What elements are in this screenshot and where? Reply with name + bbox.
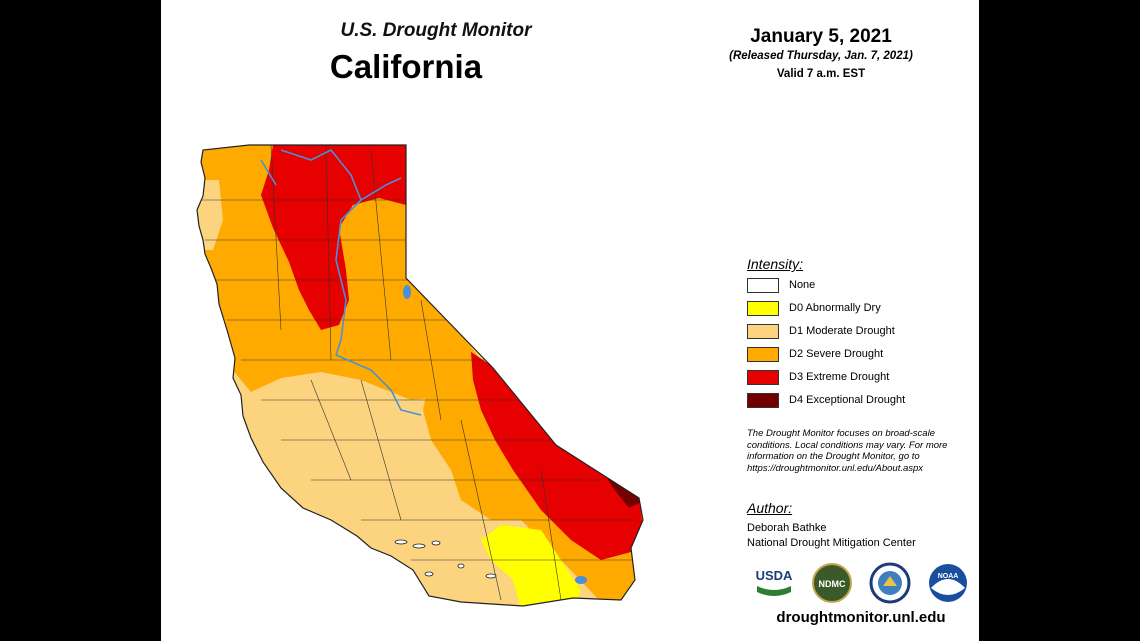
noaa-logo-text: NOAA (938, 573, 959, 580)
legend-swatch (747, 370, 779, 385)
author-name: Deborah Bathke (747, 522, 827, 534)
website-url[interactable]: droughtmonitor.unl.edu (776, 609, 946, 626)
rivers (260, 148, 422, 416)
channel-islands (394, 539, 497, 579)
lake-tahoe (403, 285, 411, 299)
california-drought-map (196, 144, 644, 607)
legend-item: None (747, 278, 977, 301)
legend-swatch (747, 347, 779, 362)
zone-d3-north (261, 145, 406, 330)
usda-logo: USDA (753, 562, 795, 604)
legend-label: D4 Exceptional Drought (789, 394, 906, 406)
legend-swatch (747, 393, 779, 408)
usda-logo-text: USDA (756, 568, 793, 583)
drought-map-panel: U.S. Drought Monitor California January … (161, 0, 979, 641)
noaa-logo: NOAA (927, 562, 969, 604)
legend-item: D1 Moderate Drought (747, 324, 977, 347)
valid-time: Valid 7 a.m. EST (776, 68, 866, 80)
legend: Intensity: None D0 Abnormally Dry D1 Moder… (747, 256, 977, 416)
legend-item: D2 Severe Drought (747, 347, 977, 370)
legend-item: D3 Extreme Drought (747, 370, 977, 393)
map-date: January 5, 2021 (750, 26, 892, 47)
legend-label: None (789, 279, 816, 291)
legend-label: D2 Severe Drought (789, 348, 884, 360)
disclaimer-note: The Drought Monitor focuses on broad-sca… (747, 428, 948, 474)
legend-swatch (747, 324, 779, 339)
map-state-name: California (329, 48, 483, 85)
california-outline (196, 144, 644, 607)
legend-label: D3 Extreme Drought (789, 371, 890, 383)
author-heading: Author: (747, 500, 793, 516)
legend-item: D4 Exceptional Drought (747, 393, 977, 416)
legend-label: D0 Abnormally Dry (789, 302, 881, 314)
legend-heading: Intensity: (747, 256, 804, 272)
salton-sea (575, 576, 587, 584)
author-organization: National Drought Mitigation Center (747, 537, 916, 549)
ndmc-logo-text: NDMC (819, 579, 846, 589)
release-date: (Released Thursday, Jan. 7, 2021) (729, 50, 913, 62)
legend-label: D1 Moderate Drought (789, 325, 895, 337)
zone-d0-south (481, 525, 581, 606)
ndmc-logo: NDMC (811, 562, 853, 604)
zone-d3-east (471, 352, 643, 560)
commerce-logo (869, 562, 911, 604)
map-title: U.S. Drought Monitor (340, 20, 532, 41)
legend-swatch (747, 278, 779, 293)
drought-zones (197, 145, 643, 606)
legend-items: None D0 Abnormally Dry D1 Moderate Drought… (747, 278, 977, 416)
legend-swatch (747, 301, 779, 316)
legend-item: D0 Abnormally Dry (747, 301, 977, 324)
